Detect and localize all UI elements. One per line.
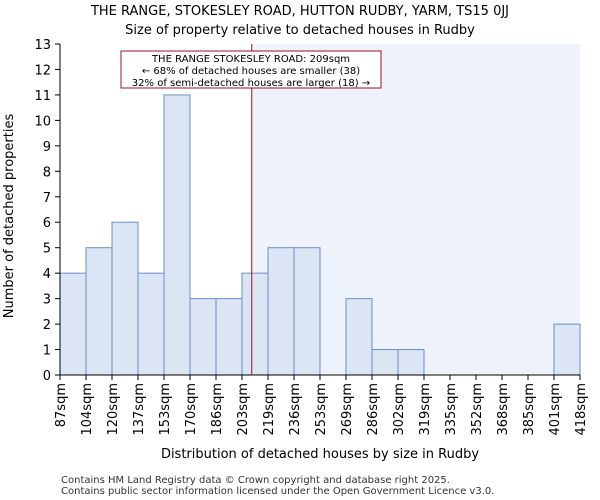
annotation-smaller: ← 68% of detached houses are smaller (38… bbox=[142, 66, 360, 77]
y-tick-label: 8 bbox=[43, 165, 51, 180]
x-tick-label: 418sqm bbox=[574, 383, 589, 436]
y-tick-label: 3 bbox=[43, 293, 51, 308]
x-tick-label: 104sqm bbox=[80, 383, 95, 436]
y-tick-label: 13 bbox=[34, 38, 51, 53]
y-tick-label: 0 bbox=[43, 369, 51, 384]
x-tick-label: 137sqm bbox=[132, 383, 147, 436]
y-tick-label: 1 bbox=[43, 344, 51, 359]
annotation-larger: 32% of semi-detached houses are larger (… bbox=[132, 78, 370, 89]
x-tick-label: 335sqm bbox=[444, 383, 459, 436]
y-tick-label: 9 bbox=[43, 140, 51, 155]
annotation-box bbox=[120, 50, 382, 89]
bar bbox=[85, 247, 113, 376]
x-tick-label: 385sqm bbox=[522, 383, 537, 436]
x-tick-label: 203sqm bbox=[236, 383, 251, 436]
y-tick-label: 10 bbox=[34, 114, 51, 129]
x-tick-label: 302sqm bbox=[392, 383, 407, 436]
bar bbox=[215, 298, 243, 376]
x-tick-label: 120sqm bbox=[106, 383, 121, 436]
x-tick-label: 319sqm bbox=[418, 383, 433, 436]
x-tick-label: 253sqm bbox=[314, 383, 329, 436]
x-tick-label: 401sqm bbox=[548, 383, 563, 436]
x-axis-label: Distribution of detached houses by size … bbox=[161, 447, 479, 462]
bar bbox=[553, 323, 581, 376]
bar bbox=[189, 298, 217, 376]
x-tick-label: 87sqm bbox=[54, 383, 69, 427]
x-tick-label: 352sqm bbox=[470, 383, 485, 436]
bar bbox=[59, 272, 87, 376]
y-tick-label: 2 bbox=[43, 318, 51, 333]
x-tick-label: 368sqm bbox=[496, 383, 511, 436]
y-tick-label: 7 bbox=[43, 191, 51, 206]
y-tick-label: 4 bbox=[43, 267, 51, 282]
bar bbox=[111, 221, 139, 376]
chart-subtitle: Size of property relative to detached ho… bbox=[125, 23, 475, 38]
chart-title: THE RANGE, STOKESLEY ROAD, HUTTON RUDBY,… bbox=[90, 4, 509, 19]
bar bbox=[371, 349, 399, 376]
x-tick-label: 269sqm bbox=[340, 383, 355, 436]
bar bbox=[345, 298, 373, 376]
annotation-title: THE RANGE STOKESLEY ROAD: 209sqm bbox=[151, 54, 350, 65]
x-tick-label: 286sqm bbox=[366, 383, 381, 436]
bar bbox=[397, 349, 425, 376]
x-tick-label: 219sqm bbox=[262, 383, 277, 436]
x-tick-label: 236sqm bbox=[288, 383, 303, 436]
x-tick-label: 170sqm bbox=[184, 383, 199, 436]
footer-line-1: Contains HM Land Registry data © Crown c… bbox=[61, 475, 450, 486]
y-tick-label: 6 bbox=[43, 216, 51, 231]
bar bbox=[163, 94, 191, 376]
y-tick-label: 5 bbox=[43, 242, 51, 257]
bar bbox=[293, 247, 321, 376]
footer-line-2: Contains public sector information licen… bbox=[61, 486, 494, 497]
bar bbox=[137, 272, 165, 376]
x-tick-label: 153sqm bbox=[158, 383, 173, 436]
bar bbox=[267, 247, 295, 376]
y-tick-label: 11 bbox=[34, 89, 51, 104]
bar bbox=[241, 272, 269, 376]
y-axis-label: Number of detached properties bbox=[2, 114, 17, 319]
x-tick-label: 186sqm bbox=[210, 383, 225, 436]
y-tick-label: 12 bbox=[34, 63, 51, 78]
